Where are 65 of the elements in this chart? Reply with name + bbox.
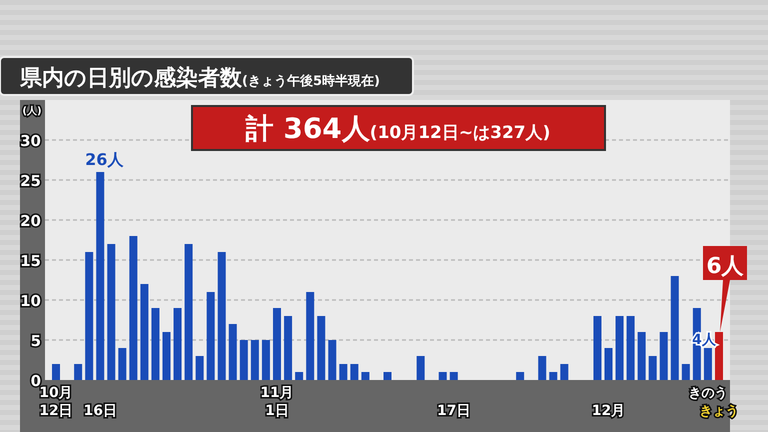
bar (638, 332, 646, 380)
bar (85, 252, 94, 380)
x-tick-label: 11月 1日 (260, 385, 294, 419)
bar (218, 252, 226, 380)
bar (549, 372, 558, 380)
bar (339, 364, 348, 380)
bar (228, 324, 237, 380)
y-tick-label: 20 (20, 212, 41, 230)
bar (317, 316, 326, 380)
x-tick-label: 10月 12日 (39, 385, 73, 419)
bar (206, 292, 215, 380)
bar (660, 332, 668, 380)
y-tick-label: 5 (30, 332, 41, 350)
bar (560, 364, 568, 380)
bar (350, 364, 358, 380)
bar (174, 308, 182, 380)
bar (438, 372, 447, 380)
bar (250, 340, 259, 380)
bar (538, 356, 546, 380)
x-tick-label: 12月 (592, 403, 626, 419)
bar (450, 372, 458, 380)
y-tick-label: 30 (20, 132, 41, 150)
bar (616, 316, 624, 380)
bar (262, 340, 270, 380)
bar (162, 332, 170, 380)
bar (184, 244, 193, 380)
bar (593, 316, 602, 380)
y-tick-label: 10 (20, 292, 41, 310)
x-tick-label: 16日 (83, 403, 117, 419)
bar (273, 308, 281, 380)
bar (306, 292, 314, 380)
y-tick-label: 25 (20, 172, 41, 190)
y-axis-title: (人) (22, 105, 42, 117)
x-tick-label: きのう (688, 386, 728, 401)
bar (670, 276, 679, 380)
annotation: 計 364人(10月12日~は327人) (244, 112, 550, 145)
bar (295, 372, 304, 380)
bar (416, 356, 425, 380)
bar (626, 316, 635, 380)
chart-title: 県内の日別の感染者数 (19, 65, 243, 91)
y-tick-label: 15 (20, 252, 41, 270)
bar (328, 340, 336, 380)
bar (648, 356, 657, 380)
bar (151, 308, 160, 380)
y-tick-label: 0 (30, 372, 41, 390)
bar (107, 244, 116, 380)
annotation: 26人 (85, 150, 124, 169)
bar (516, 372, 524, 380)
bar (118, 348, 126, 380)
bar (704, 348, 712, 380)
bar (129, 236, 138, 380)
bar (384, 372, 392, 380)
chart-subtitle: (きょう午後5時半現在) (242, 73, 380, 89)
bar (284, 316, 292, 380)
bar (140, 284, 148, 380)
bar (682, 364, 690, 380)
bar (52, 364, 60, 380)
bar (74, 364, 82, 380)
x-tick-label: 17日 (437, 403, 471, 419)
bar (240, 340, 248, 380)
bar (96, 172, 104, 380)
bar (604, 348, 612, 380)
bar (361, 372, 370, 380)
annotation: 6人 (706, 254, 745, 279)
bar (196, 356, 204, 380)
